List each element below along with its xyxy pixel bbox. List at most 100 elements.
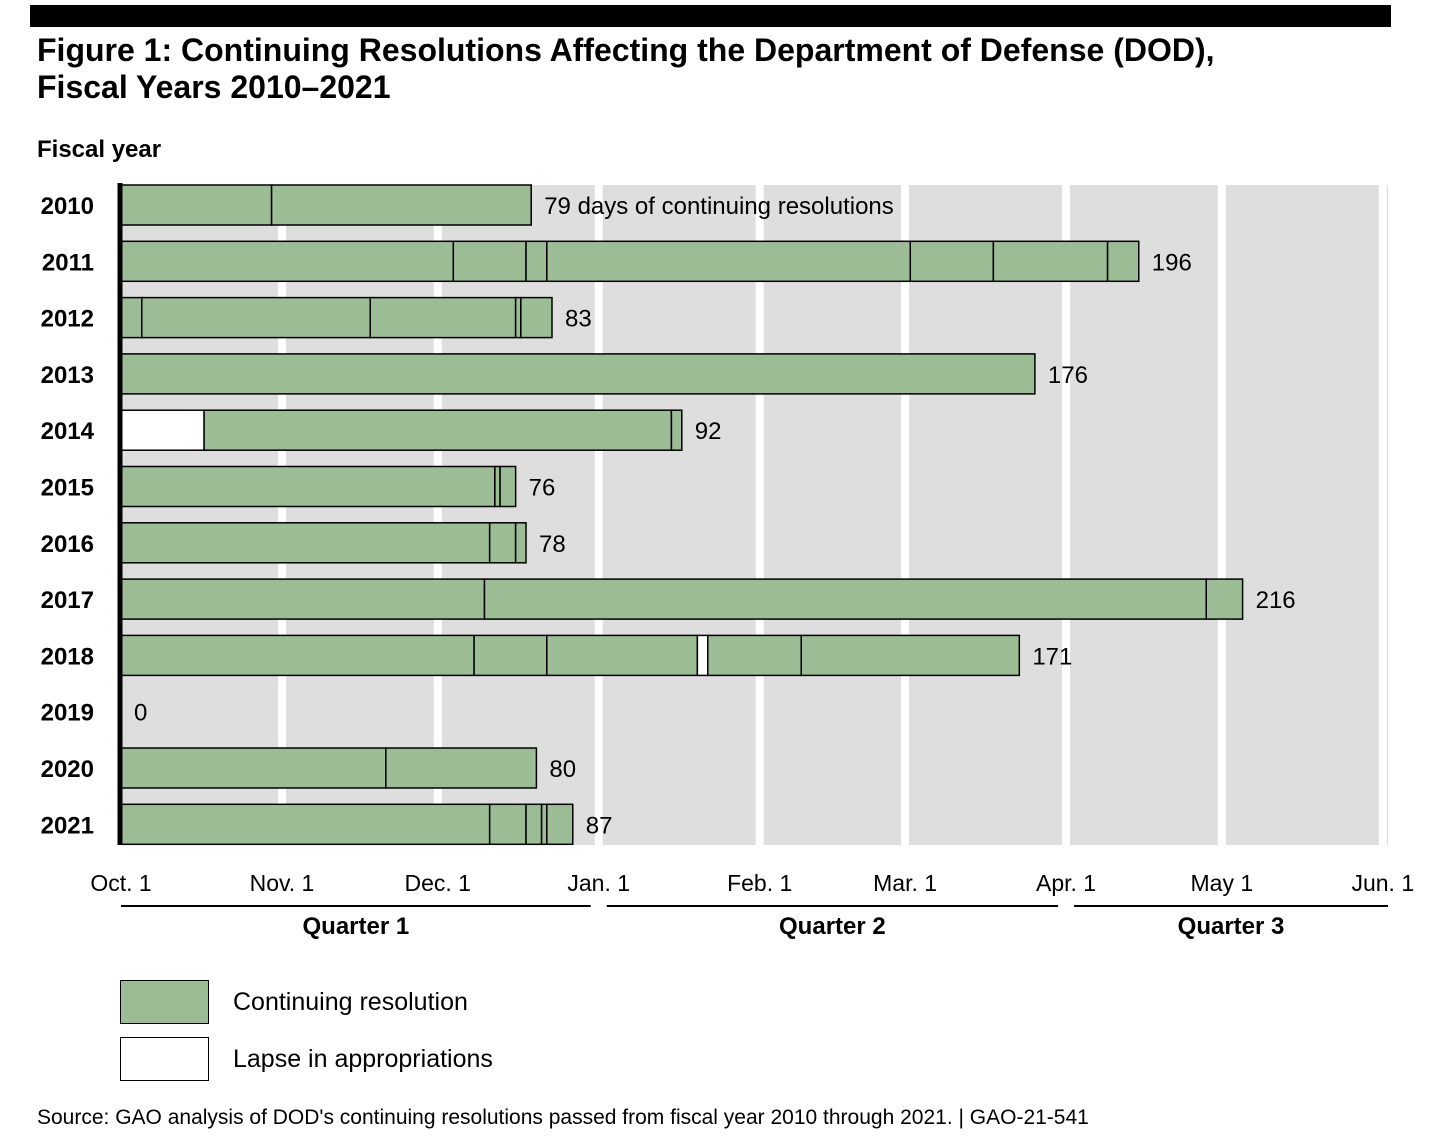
- x-tick-label: Dec. 1: [405, 870, 471, 896]
- quarter-label-2: Quarter 2: [779, 913, 886, 940]
- legend-swatch-lapse: [120, 1037, 209, 1081]
- year-label: 2021: [41, 812, 94, 839]
- cr-segment: [499, 465, 517, 508]
- top-rule: [30, 5, 1391, 27]
- cr-segment: [525, 240, 548, 283]
- value-label: 196: [1152, 249, 1192, 276]
- figure-title-line-1: Figure 1: Continuing Resolutions Affecti…: [37, 32, 1215, 68]
- value-label: 216: [1256, 587, 1296, 614]
- year-labels: 2010 2011 2012 2013 2014 2015 2016 2017 2018 2019…: [41, 193, 95, 839]
- value-label: 0: [134, 700, 147, 727]
- x-tick-label: Jan. 1: [567, 870, 630, 896]
- cr-segment: [120, 634, 475, 677]
- plot-background: [120, 185, 1388, 845]
- cr-segment: [369, 296, 517, 339]
- cr-segment: [707, 634, 802, 677]
- cr-segment: [546, 240, 912, 283]
- year-label: 2011: [42, 249, 94, 276]
- cr-segment: [525, 803, 543, 846]
- cr-segment: [120, 184, 273, 226]
- cr-segment: [670, 409, 683, 451]
- cr-segment: [514, 296, 522, 339]
- cr-segment: [120, 578, 486, 620]
- source-note: Source: GAO analysis of DOD's continuing…: [37, 1106, 1089, 1129]
- legend-label-lapse: Lapse in appropriations: [233, 1045, 493, 1073]
- cr-segment: [520, 296, 553, 339]
- cr-segment: [1205, 578, 1244, 620]
- bar-2016: [120, 522, 527, 564]
- x-tick-label: May 1: [1191, 870, 1254, 896]
- year-label: 2019: [41, 700, 94, 727]
- cr-segment: [120, 747, 387, 789]
- x-tick-label: Oct. 1: [90, 870, 151, 896]
- cr-segment: [488, 803, 527, 846]
- lapse-segment: [120, 409, 205, 451]
- cr-segment: [203, 409, 673, 451]
- year-label: 2010: [41, 193, 94, 220]
- legend-swatch-continuing-resolution: [120, 980, 209, 1024]
- gridlines: [277, 185, 1387, 845]
- legend-label-continuing-resolution: Continuing resolution: [233, 988, 468, 1016]
- x-tick-label: Jun. 1: [1351, 870, 1414, 896]
- value-label: 76: [529, 475, 556, 502]
- cr-segment: [483, 578, 1208, 620]
- value-label: 78: [539, 531, 566, 558]
- bar-2010: [120, 184, 532, 226]
- cr-segment: [120, 353, 1036, 395]
- cr-segment: [540, 803, 548, 846]
- value-label: 83: [565, 306, 592, 333]
- value-label: 176: [1048, 362, 1088, 389]
- year-label: 2015: [41, 475, 94, 502]
- bar-2013: [120, 353, 1036, 395]
- x-tick-labels: Oct. 1 Nov. 1 Dec. 1 Jan. 1 Feb. 1 Mar. 1 Apr.…: [90, 870, 1414, 896]
- lapse-segment: [696, 634, 709, 677]
- x-tick-label: Mar. 1: [873, 870, 937, 896]
- year-label: 2017: [41, 587, 94, 614]
- value-labels: 79 days of continuing resolutions 196 83 17…: [134, 193, 1296, 839]
- cr-segment: [120, 465, 496, 508]
- figure-title-line-2: Fiscal Years 2010–2021: [37, 69, 391, 105]
- cr-segment: [546, 803, 574, 846]
- cr-segment: [494, 465, 501, 508]
- year-label: 2016: [41, 531, 94, 558]
- cr-segment: [546, 634, 699, 677]
- cr-segment: [270, 184, 532, 226]
- quarter-label-3: Quarter 3: [1178, 913, 1285, 940]
- cr-segment: [488, 522, 517, 564]
- cr-segment: [473, 634, 548, 677]
- cr-segment: [992, 240, 1109, 283]
- year-label: 2014: [41, 418, 95, 445]
- figure-title: Figure 1: Continuing Resolutions Affecti…: [37, 32, 1397, 106]
- x-tick-label: Nov. 1: [250, 870, 315, 896]
- quarter-label-1: Quarter 1: [303, 913, 410, 940]
- bars: [120, 184, 1244, 846]
- cr-segment: [514, 522, 527, 564]
- cr-segment: [385, 747, 538, 789]
- cr-segment: [120, 240, 455, 283]
- bar-2021: [120, 803, 574, 846]
- bar-2018: [120, 634, 1021, 677]
- value-label: 79 days of continuing resolutions: [544, 193, 894, 220]
- cr-segment: [120, 803, 491, 846]
- year-label: 2013: [41, 362, 94, 389]
- bar-2020: [120, 747, 538, 789]
- quarter-brackets: Quarter 1 Quarter 2 Quarter 3: [121, 905, 1388, 940]
- cr-segment: [120, 522, 491, 564]
- cr-segment: [800, 634, 1021, 677]
- bar-2012: [120, 296, 553, 339]
- value-label: 171: [1032, 643, 1072, 670]
- cr-segment: [909, 240, 995, 283]
- bar-2011: [120, 240, 1140, 283]
- cr-segment: [141, 296, 371, 339]
- bar-2014: [120, 409, 683, 451]
- value-label: 87: [586, 812, 613, 839]
- cr-segment: [1106, 240, 1140, 283]
- value-label: 80: [549, 756, 576, 783]
- x-tick-label: Feb. 1: [727, 870, 792, 896]
- y-axis-title: Fiscal year: [37, 136, 161, 163]
- year-label: 2018: [41, 643, 94, 670]
- year-label: 2012: [41, 306, 94, 333]
- continuing-resolutions-chart: Fiscal year 2010 2011 2012 2013 2014 2015 2016…: [37, 136, 1414, 940]
- value-label: 92: [695, 418, 722, 445]
- bar-2015: [120, 465, 517, 508]
